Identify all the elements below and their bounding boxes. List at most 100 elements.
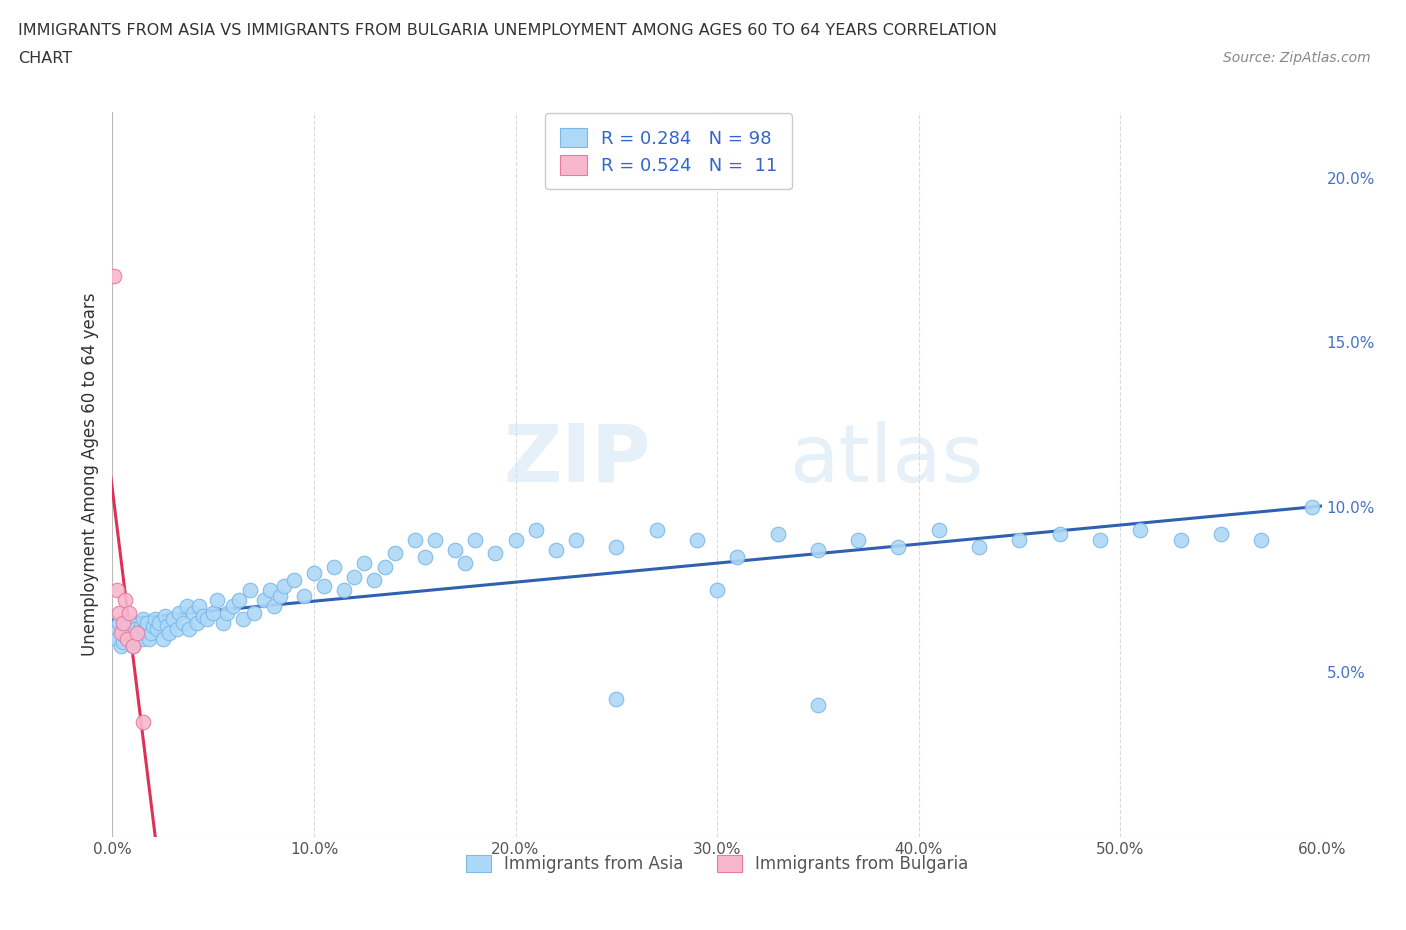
Point (967, 539, 990, 554)
Y-axis label: Unemployment Among Ages 60 to 64 years: Unemployment Among Ages 60 to 64 years (80, 293, 98, 656)
Point (269, 589, 291, 604)
Point (162, 612, 184, 627)
Text: Source: ZipAtlas.com: Source: ZipAtlas.com (1223, 51, 1371, 65)
Point (138, 631, 160, 646)
Point (253, 592, 276, 607)
Point (117, 631, 139, 646)
Point (686, 533, 709, 548)
Point (105, 582, 128, 597)
Point (1088, 533, 1111, 548)
Point (115, 618, 138, 633)
Point (188, 599, 211, 614)
Point (202, 605, 225, 620)
Point (156, 618, 179, 633)
Point (125, 631, 148, 646)
Point (111, 635, 134, 650)
Point (283, 572, 305, 587)
Point (129, 618, 152, 633)
Point (238, 582, 260, 597)
Point (128, 625, 150, 640)
Point (444, 543, 467, 558)
Point (524, 523, 547, 538)
Point (228, 592, 250, 607)
Point (111, 622, 134, 637)
Point (259, 582, 281, 597)
Point (121, 616, 143, 631)
Point (343, 569, 366, 584)
Point (157, 625, 180, 640)
Point (121, 638, 143, 653)
Point (766, 526, 789, 541)
Point (263, 599, 285, 614)
Point (217, 605, 239, 620)
Point (143, 612, 166, 627)
Point (167, 605, 190, 620)
Point (139, 625, 162, 640)
Point (1049, 526, 1071, 541)
Point (177, 622, 200, 637)
Point (105, 631, 128, 646)
Point (110, 625, 132, 640)
Point (207, 592, 229, 607)
Point (706, 582, 728, 597)
Point (887, 539, 910, 554)
Point (464, 533, 486, 548)
Point (454, 556, 477, 571)
Point (132, 612, 155, 627)
Point (107, 616, 129, 631)
Point (312, 579, 335, 594)
Point (125, 625, 148, 640)
Point (110, 638, 132, 653)
Point (1170, 533, 1192, 548)
Point (1008, 533, 1031, 548)
Point (142, 618, 165, 633)
Point (1209, 526, 1232, 541)
Point (132, 631, 155, 646)
Point (807, 698, 830, 712)
Point (323, 559, 346, 574)
Point (103, 625, 125, 640)
Point (374, 559, 396, 574)
Text: CHART: CHART (18, 51, 72, 66)
Point (484, 546, 506, 561)
Text: ZIP: ZIP (503, 420, 651, 498)
Point (111, 616, 134, 631)
Point (152, 631, 174, 646)
Point (404, 533, 426, 548)
Point (153, 608, 176, 623)
Point (135, 616, 157, 631)
Point (222, 599, 245, 614)
Text: atlas: atlas (790, 420, 984, 498)
Point (544, 543, 567, 558)
Point (273, 579, 295, 594)
Point (186, 616, 208, 631)
Point (212, 616, 235, 631)
Point (725, 550, 748, 565)
Point (114, 629, 136, 644)
Point (176, 599, 198, 614)
Point (148, 616, 170, 631)
Point (242, 605, 264, 620)
Text: IMMIGRANTS FROM ASIA VS IMMIGRANTS FROM BULGARIA UNEMPLOYMENT AMONG AGES 60 TO 6: IMMIGRANTS FROM ASIA VS IMMIGRANTS FROM … (18, 23, 997, 38)
Point (363, 572, 385, 587)
Point (114, 592, 136, 607)
Point (807, 543, 830, 558)
Point (928, 523, 950, 538)
Point (132, 714, 155, 729)
Point (1250, 533, 1272, 548)
Point (121, 638, 143, 653)
Point (423, 533, 446, 548)
Point (605, 691, 627, 706)
Point (1301, 499, 1323, 514)
Point (191, 608, 214, 623)
Point (124, 622, 146, 637)
Point (107, 605, 129, 620)
Point (302, 565, 325, 580)
Point (195, 612, 218, 627)
Point (505, 533, 527, 548)
Point (103, 269, 125, 284)
Point (117, 605, 139, 620)
Point (172, 616, 194, 631)
Point (384, 546, 406, 561)
Point (120, 625, 142, 640)
